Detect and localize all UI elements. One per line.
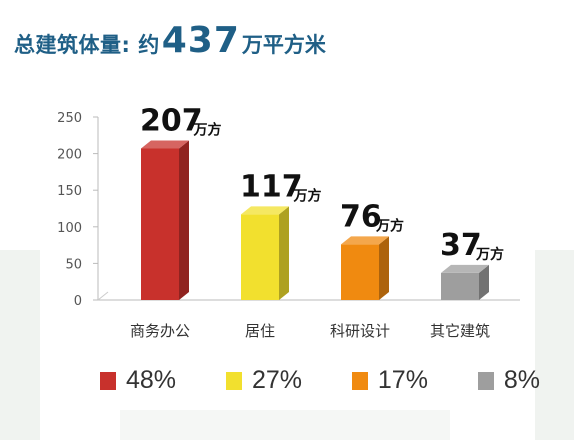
legend-swatch xyxy=(100,371,116,390)
legend-label: 8% xyxy=(503,366,540,394)
bar-front xyxy=(341,244,379,300)
watermark-shape-right xyxy=(535,250,574,440)
y-tick-label: 0 xyxy=(74,294,82,309)
watermark-shape-bottom xyxy=(120,410,450,440)
bar-top xyxy=(341,236,389,245)
bar-value-label: 37 xyxy=(440,228,482,263)
y-tick-label: 200 xyxy=(57,148,82,163)
bar-top xyxy=(241,206,289,215)
legend-label: 27% xyxy=(251,366,302,394)
title-value: 437 xyxy=(161,20,240,61)
page-title: 总建筑体量: 约 437 万平方米 xyxy=(14,20,326,70)
title-suffix: 万平方米 xyxy=(241,33,326,57)
legend-swatch xyxy=(351,371,368,390)
bar-side xyxy=(179,140,189,300)
bar-side xyxy=(379,236,389,300)
watermark-shape-left xyxy=(0,250,40,440)
legend-item: 27% xyxy=(225,366,302,395)
bar-front xyxy=(441,272,479,300)
legend-item: 17% xyxy=(351,366,428,395)
y-tick-label: 100 xyxy=(57,221,82,236)
floor-edge-line xyxy=(97,291,109,301)
bar-side xyxy=(279,206,289,300)
bar-value-unit: 万方 xyxy=(293,187,322,204)
bar-value-unit: 万方 xyxy=(475,246,504,263)
bar-value-unit: 万方 xyxy=(375,217,404,234)
y-tick-label: 50 xyxy=(65,257,82,272)
bar-value-label: 207 xyxy=(140,103,203,138)
y-tick-label: 150 xyxy=(57,184,82,199)
bar-side xyxy=(479,264,489,300)
legend-item: 48% xyxy=(100,366,176,395)
legend-item: 8% xyxy=(477,366,540,395)
bar-value-unit: 万方 xyxy=(193,121,222,138)
bar-front xyxy=(241,214,279,300)
bar-top xyxy=(441,264,489,273)
legend-label: 17% xyxy=(377,366,428,394)
category-label: 科研设计 xyxy=(330,322,390,340)
category-label: 居住 xyxy=(245,322,275,340)
legend-swatch xyxy=(477,371,494,390)
category-label: 其它建筑 xyxy=(430,322,490,340)
bar-value-label: 76 xyxy=(340,199,382,234)
legend-swatch xyxy=(225,371,242,390)
legend-label: 48% xyxy=(126,366,177,394)
bar-front xyxy=(141,148,179,300)
legend: 48% 27% 17% 8% xyxy=(100,366,540,395)
title-prefix: 总建筑体量: 约 xyxy=(14,33,160,57)
bar-value-label: 117 xyxy=(240,169,303,204)
bar-top xyxy=(141,140,189,149)
y-tick-label: 250 xyxy=(57,111,82,126)
category-label: 商务办公 xyxy=(130,322,190,340)
